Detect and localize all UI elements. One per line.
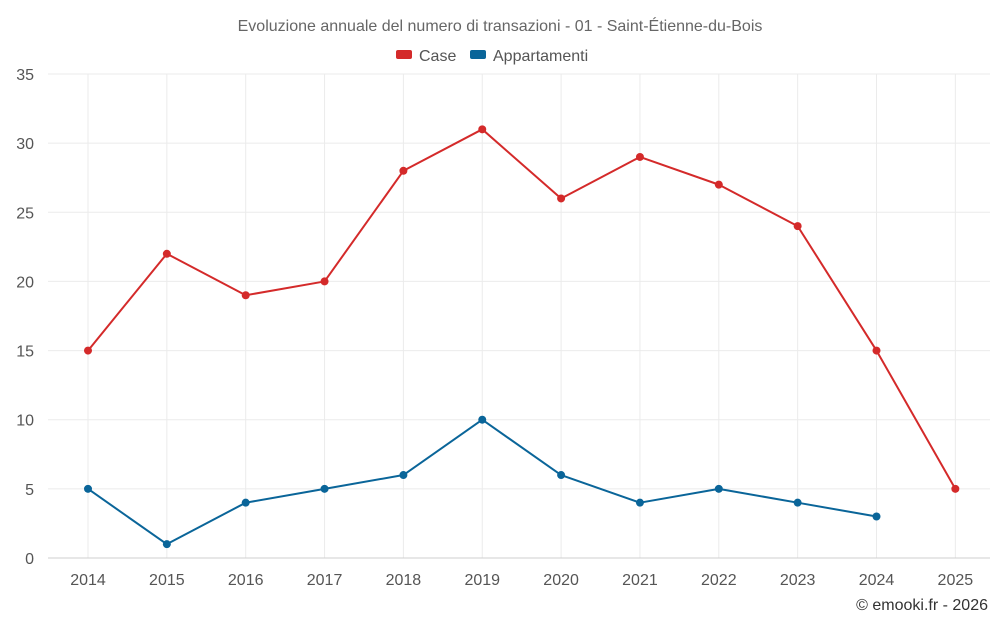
legend-label-case: Case — [419, 48, 456, 65]
y-tick-label: 25 — [16, 205, 34, 222]
series-layer — [84, 125, 960, 549]
data-point-case-2025[interactable] — [951, 484, 960, 493]
data-point-case-2024[interactable] — [872, 346, 881, 355]
x-tick-label: 2022 — [701, 572, 737, 589]
data-point-case-2018[interactable] — [399, 166, 408, 175]
y-tick-label: 10 — [16, 413, 34, 430]
data-point-appartamenti-2024[interactable] — [872, 512, 881, 521]
data-point-case-2023[interactable] — [793, 222, 802, 231]
y-tick-label: 15 — [16, 344, 34, 361]
credit: © emooki.fr - 2026 — [856, 597, 988, 614]
data-point-appartamenti-2015[interactable] — [162, 540, 171, 549]
legend-label-appartamenti: Appartamenti — [493, 48, 588, 65]
data-point-case-2020[interactable] — [557, 194, 566, 203]
x-gridlines — [87, 74, 956, 558]
data-point-case-2016[interactable] — [241, 291, 250, 300]
data-point-appartamenti-2020[interactable] — [557, 471, 566, 480]
data-point-appartamenti-2023[interactable] — [793, 498, 802, 507]
data-point-case-2019[interactable] — [478, 125, 487, 134]
data-point-appartamenti-2017[interactable] — [320, 484, 329, 493]
x-tick-label: 2014 — [70, 572, 106, 589]
x-tick-label: 2021 — [622, 572, 658, 589]
data-point-appartamenti-2014[interactable] — [84, 484, 92, 493]
y-tick-label: 0 — [25, 551, 34, 568]
legend-swatch-appartamenti — [470, 50, 486, 59]
x-tick-label: 2024 — [859, 572, 895, 589]
x-tick-label: 2025 — [938, 572, 974, 589]
x-axis: 2014 2015 2016 2017 2018 2019 2020 2021 2022 2023… — [70, 572, 973, 589]
x-tick-label: 2023 — [780, 572, 816, 589]
legend-swatch-case — [396, 50, 412, 59]
chart-title: Evoluzione annuale del numero di transaz… — [238, 16, 763, 35]
y-tick-label: 30 — [16, 136, 34, 153]
data-point-case-2021[interactable] — [635, 152, 644, 161]
data-point-case-2022[interactable] — [714, 180, 723, 189]
y-tick-label: 35 — [16, 67, 34, 84]
series-appartamenti — [84, 415, 881, 549]
x-tick-label: 2018 — [386, 572, 422, 589]
data-point-case-2017[interactable] — [320, 277, 329, 286]
y-axis: 0 5 10 15 20 25 30 35 — [16, 67, 34, 568]
legend: Case Appartamenti — [396, 48, 588, 65]
y-tick-label: 5 — [25, 482, 34, 499]
data-point-appartamenti-2016[interactable] — [241, 498, 250, 507]
x-tick-label: 2016 — [228, 572, 264, 589]
x-tick-label: 2017 — [307, 572, 343, 589]
data-point-appartamenti-2018[interactable] — [399, 471, 408, 480]
data-point-appartamenti-2022[interactable] — [714, 484, 723, 493]
data-point-case-2014[interactable] — [84, 346, 92, 355]
series-line-case — [87, 128, 957, 490]
data-point-case-2015[interactable] — [162, 249, 171, 258]
legend-item-appartamenti[interactable]: Appartamenti — [470, 48, 588, 65]
legend-item-case[interactable]: Case — [396, 48, 456, 65]
y-tick-label: 20 — [16, 274, 34, 291]
data-point-appartamenti-2019[interactable] — [478, 415, 487, 424]
data-point-appartamenti-2021[interactable] — [635, 498, 644, 507]
y-gridlines — [48, 73, 990, 490]
x-tick-label: 2015 — [149, 572, 185, 589]
series-case — [84, 125, 960, 493]
x-tick-label: 2020 — [543, 572, 579, 589]
x-tick-label: 2019 — [464, 572, 500, 589]
